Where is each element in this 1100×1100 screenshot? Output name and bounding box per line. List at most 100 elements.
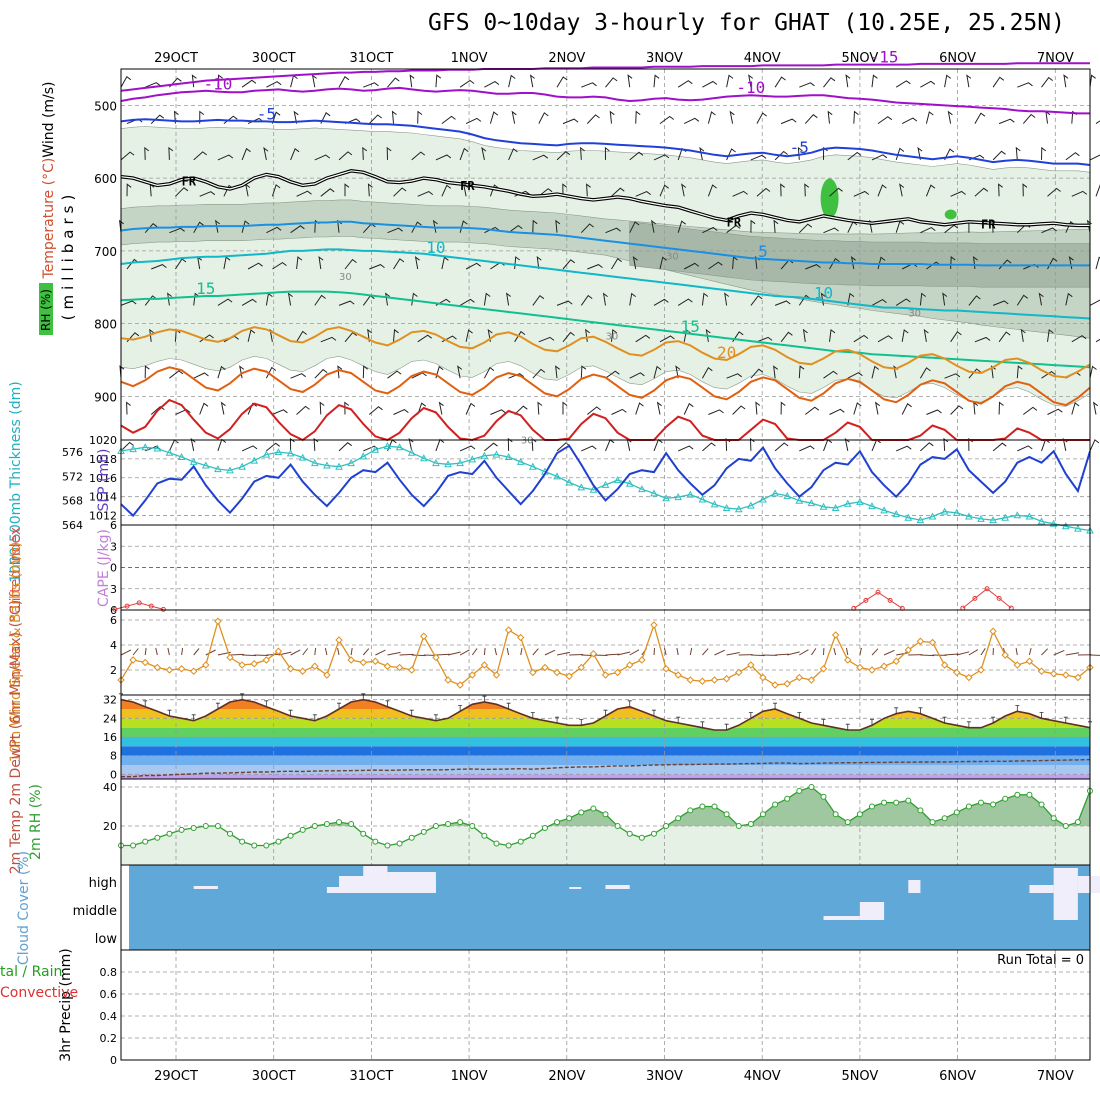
wind-barb xyxy=(974,187,989,197)
wind-barb xyxy=(120,75,132,88)
wind-barb xyxy=(920,442,934,452)
li-tick: 0 xyxy=(110,562,117,575)
rh-point xyxy=(396,840,403,847)
wind-barb xyxy=(338,442,352,452)
rh-point xyxy=(917,807,924,814)
cloud-cover-block xyxy=(1053,868,1078,893)
wind-barb xyxy=(441,256,449,270)
isotherm-label-15: 15 xyxy=(681,317,700,336)
wind-barb xyxy=(272,261,287,270)
wind-barb xyxy=(750,654,765,657)
wind-barb xyxy=(169,227,185,234)
wind-barb xyxy=(391,110,397,124)
wind-barb xyxy=(714,649,726,656)
thickness-point xyxy=(432,459,440,467)
wind-barb xyxy=(385,292,390,306)
thickness-point xyxy=(916,516,925,524)
wind-barb xyxy=(802,328,808,342)
wind-barb xyxy=(362,146,368,160)
wind-barb xyxy=(947,110,953,124)
thickness-point xyxy=(674,493,683,501)
rh-point xyxy=(881,799,888,806)
wind-barb xyxy=(290,373,306,379)
li-point xyxy=(887,597,893,603)
wind-barb xyxy=(120,649,132,656)
wind-barb xyxy=(242,654,257,657)
wind-barb xyxy=(859,647,862,656)
slp-axis-label: SLP (mb) xyxy=(96,448,112,511)
temp-minmax-bar xyxy=(433,714,438,721)
wind-speed-point xyxy=(650,621,658,629)
chart-title: GFS 0~10day 3-hourly for GHAT (10.25E, 2… xyxy=(428,10,1065,36)
wind-barb xyxy=(1095,338,1100,343)
wind-speed-point xyxy=(238,661,246,669)
wind-barb xyxy=(145,82,161,88)
wind-barb xyxy=(896,445,912,452)
rh-point xyxy=(481,832,488,839)
wind-barb xyxy=(635,191,651,197)
date-bottom-4NOV: 4NOV xyxy=(744,1069,781,1084)
li-point xyxy=(984,586,990,592)
wind-barb xyxy=(675,365,681,379)
date-bottom-6NOV: 6NOV xyxy=(939,1069,976,1084)
wind-barb xyxy=(883,649,895,656)
thickness-point xyxy=(1025,512,1034,520)
wind-barb xyxy=(1041,438,1050,452)
wind-barb xyxy=(611,187,625,197)
wind-barb xyxy=(369,264,385,270)
wind-barb xyxy=(1089,74,1096,88)
wind-speed-point xyxy=(177,665,186,673)
thickness-point xyxy=(989,516,997,524)
rh-contour-label: 30 xyxy=(521,436,534,447)
wind-barb xyxy=(344,258,357,270)
thickness-point xyxy=(940,507,949,515)
thickness-point xyxy=(528,462,537,470)
wind-barb xyxy=(435,653,450,656)
wind-barb xyxy=(324,647,328,656)
slp-tick-1020: 1020 xyxy=(89,434,117,447)
rh-tick-40: 40 xyxy=(103,781,117,794)
wind-speed-point xyxy=(226,653,234,662)
wind-barb xyxy=(895,147,905,161)
thickness-point xyxy=(831,503,840,511)
wind-speed-point xyxy=(214,617,222,625)
wind-barb xyxy=(350,647,353,656)
wind-barb xyxy=(393,409,409,415)
li-point xyxy=(996,595,1002,601)
freezing-label: FR xyxy=(460,179,475,193)
wind-barb xyxy=(920,654,935,657)
rh-point xyxy=(166,830,173,837)
wind-barb xyxy=(459,79,475,88)
wind-barb xyxy=(508,224,523,234)
temp2m-panel: 0 8 16 24 32 xyxy=(103,693,1092,781)
thickness-point xyxy=(395,443,404,451)
wind-barb xyxy=(605,370,620,379)
wind-barb xyxy=(871,74,878,88)
wind-barb xyxy=(387,77,400,88)
temp-minmax-bar xyxy=(1039,712,1044,719)
wind-barb xyxy=(199,402,209,415)
wind-barb xyxy=(344,183,350,197)
wind-barb xyxy=(247,402,257,415)
wind-barb xyxy=(580,365,587,379)
wind-barb xyxy=(678,445,694,452)
wind-barb xyxy=(363,82,379,88)
wind-barb xyxy=(1041,76,1053,88)
wind-barb xyxy=(126,401,131,415)
thickness-point xyxy=(928,512,937,520)
cloud-cover-block xyxy=(1029,885,1054,893)
rh-point xyxy=(505,842,512,849)
temp-band xyxy=(121,774,1090,779)
wind-barb xyxy=(689,647,693,656)
rh-point xyxy=(251,842,258,849)
wind-barb xyxy=(871,648,879,656)
rh-point xyxy=(178,826,185,833)
wind-speed-point xyxy=(601,671,610,679)
wind-barb xyxy=(611,257,622,270)
wind-speed-point xyxy=(153,663,162,672)
freezing-label: FR xyxy=(727,215,742,229)
wind-speed-point xyxy=(129,656,137,664)
pressure-tick-500: 500 xyxy=(94,99,117,113)
wind-speed-point xyxy=(868,666,876,674)
wind-barb xyxy=(490,409,506,415)
